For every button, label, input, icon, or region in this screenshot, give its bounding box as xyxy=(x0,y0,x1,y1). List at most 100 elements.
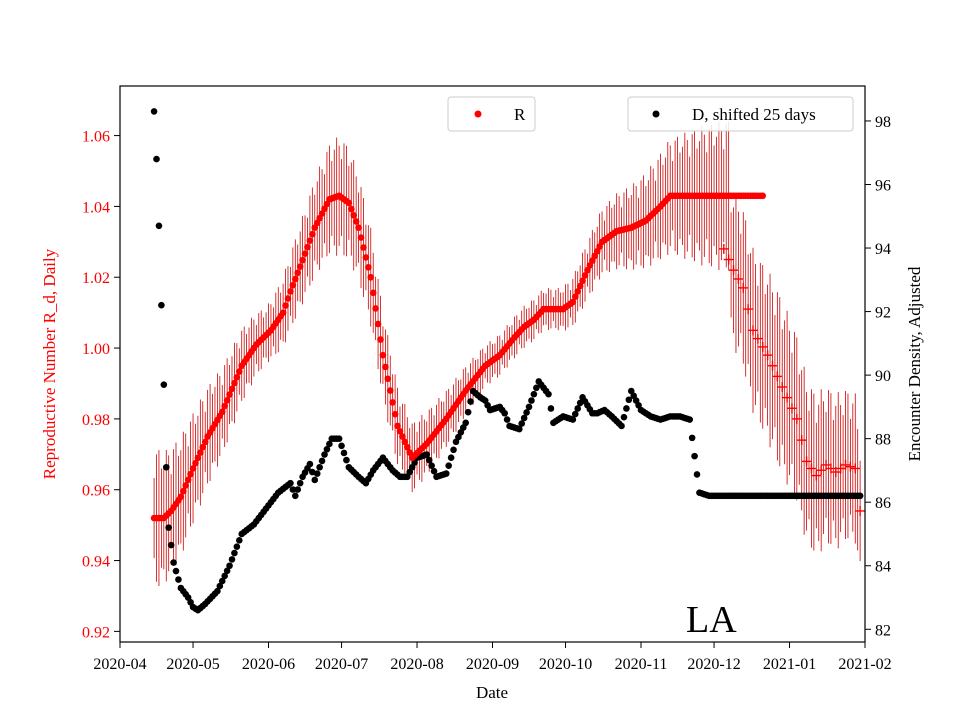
d-point xyxy=(158,301,165,309)
d-point xyxy=(464,408,472,416)
r-point xyxy=(291,275,299,283)
r-point xyxy=(299,256,306,264)
r-projected-point xyxy=(855,505,866,516)
legend-d-label: D, shifted 25 days xyxy=(692,105,816,124)
r-projected-point xyxy=(738,282,749,293)
d-point xyxy=(620,413,628,421)
d-point xyxy=(170,559,177,566)
r-projected-point xyxy=(743,304,754,315)
r-point xyxy=(221,402,228,410)
d-point xyxy=(214,587,221,595)
r-point xyxy=(357,234,365,241)
r-point xyxy=(197,449,204,456)
d-point xyxy=(515,425,523,433)
d-point xyxy=(523,409,530,416)
left-y-tick-label: 1.02 xyxy=(82,270,110,287)
r-point xyxy=(279,309,287,316)
left-y-tick-label: 0.98 xyxy=(82,412,110,429)
d-point xyxy=(172,567,180,575)
r-point xyxy=(309,230,316,238)
r-point xyxy=(192,459,199,467)
r-point xyxy=(372,305,379,312)
r-point xyxy=(287,288,294,295)
r-point xyxy=(759,192,767,200)
r-point xyxy=(189,465,197,472)
r-projected-point xyxy=(752,333,763,344)
r-point xyxy=(382,363,389,371)
r-point xyxy=(201,438,209,446)
d-point xyxy=(686,416,694,423)
r-projected-point xyxy=(811,470,822,481)
d-point xyxy=(150,108,158,115)
r-point xyxy=(235,368,243,375)
d-point xyxy=(318,457,326,465)
r-point xyxy=(355,224,362,231)
d-point xyxy=(693,471,701,478)
r-projected-point xyxy=(782,392,793,403)
r-projected-point xyxy=(850,463,861,474)
x-tick-label: 2021-01 xyxy=(763,656,816,673)
r-point xyxy=(365,264,372,271)
r-point xyxy=(386,387,394,394)
d-point xyxy=(231,549,238,557)
d-point xyxy=(155,222,163,230)
d-point xyxy=(856,492,864,500)
r-projected-point xyxy=(728,265,739,276)
r-point xyxy=(403,443,411,451)
d-point xyxy=(501,409,508,417)
d-point xyxy=(226,562,233,570)
r-point xyxy=(401,438,409,446)
d-point xyxy=(425,456,433,464)
d-point xyxy=(533,384,540,392)
d-point xyxy=(547,405,555,412)
r-point xyxy=(180,487,187,495)
d-point xyxy=(167,541,175,549)
right-y-tick-label: 92 xyxy=(875,305,891,322)
d-point xyxy=(223,567,231,575)
chart-annotation: LA xyxy=(686,599,737,641)
d-point xyxy=(442,470,450,477)
d-point xyxy=(450,446,457,454)
r-series xyxy=(150,192,767,522)
legend-r-label: R xyxy=(514,105,526,124)
x-tick-label: 2020-07 xyxy=(315,656,368,673)
x-tick-label: 2020-12 xyxy=(687,656,740,673)
d-point xyxy=(287,479,294,487)
d-point xyxy=(233,543,241,550)
r-point xyxy=(226,391,233,398)
d-point xyxy=(467,398,474,405)
d-point xyxy=(528,397,535,404)
r-point xyxy=(362,254,370,261)
d-series xyxy=(150,108,864,614)
x-tick-label: 2021-02 xyxy=(838,656,891,673)
right-y-tick-label: 86 xyxy=(875,495,891,512)
d-point xyxy=(306,460,314,468)
d-point xyxy=(625,396,633,404)
x-tick-label: 2020-10 xyxy=(539,656,592,673)
right-y-tick-label: 82 xyxy=(875,622,891,639)
d-point xyxy=(569,416,577,423)
right-y-tick-label: 98 xyxy=(875,114,891,131)
legend-r-marker xyxy=(474,110,482,118)
d-point xyxy=(503,416,511,423)
d-point xyxy=(618,422,625,430)
r-point xyxy=(284,295,292,302)
d-point xyxy=(335,435,343,442)
d-point xyxy=(518,420,526,427)
left-y-tick-label: 0.94 xyxy=(82,554,110,571)
x-axis: 2020-04 2020-05 2020-06 2020-07 2020-08 2020-… xyxy=(93,642,892,673)
d-point xyxy=(321,451,328,458)
r-point xyxy=(289,281,297,289)
d-point xyxy=(574,405,582,412)
d-point xyxy=(153,155,160,163)
d-point xyxy=(343,456,350,464)
right-y-tick-label: 84 xyxy=(875,559,891,576)
r-point xyxy=(360,244,367,251)
d-point xyxy=(228,556,236,563)
r-point xyxy=(352,218,360,225)
d-point xyxy=(525,403,533,411)
r-projected-point xyxy=(796,435,807,446)
r-projected-point xyxy=(777,382,788,393)
r-point xyxy=(374,320,382,328)
